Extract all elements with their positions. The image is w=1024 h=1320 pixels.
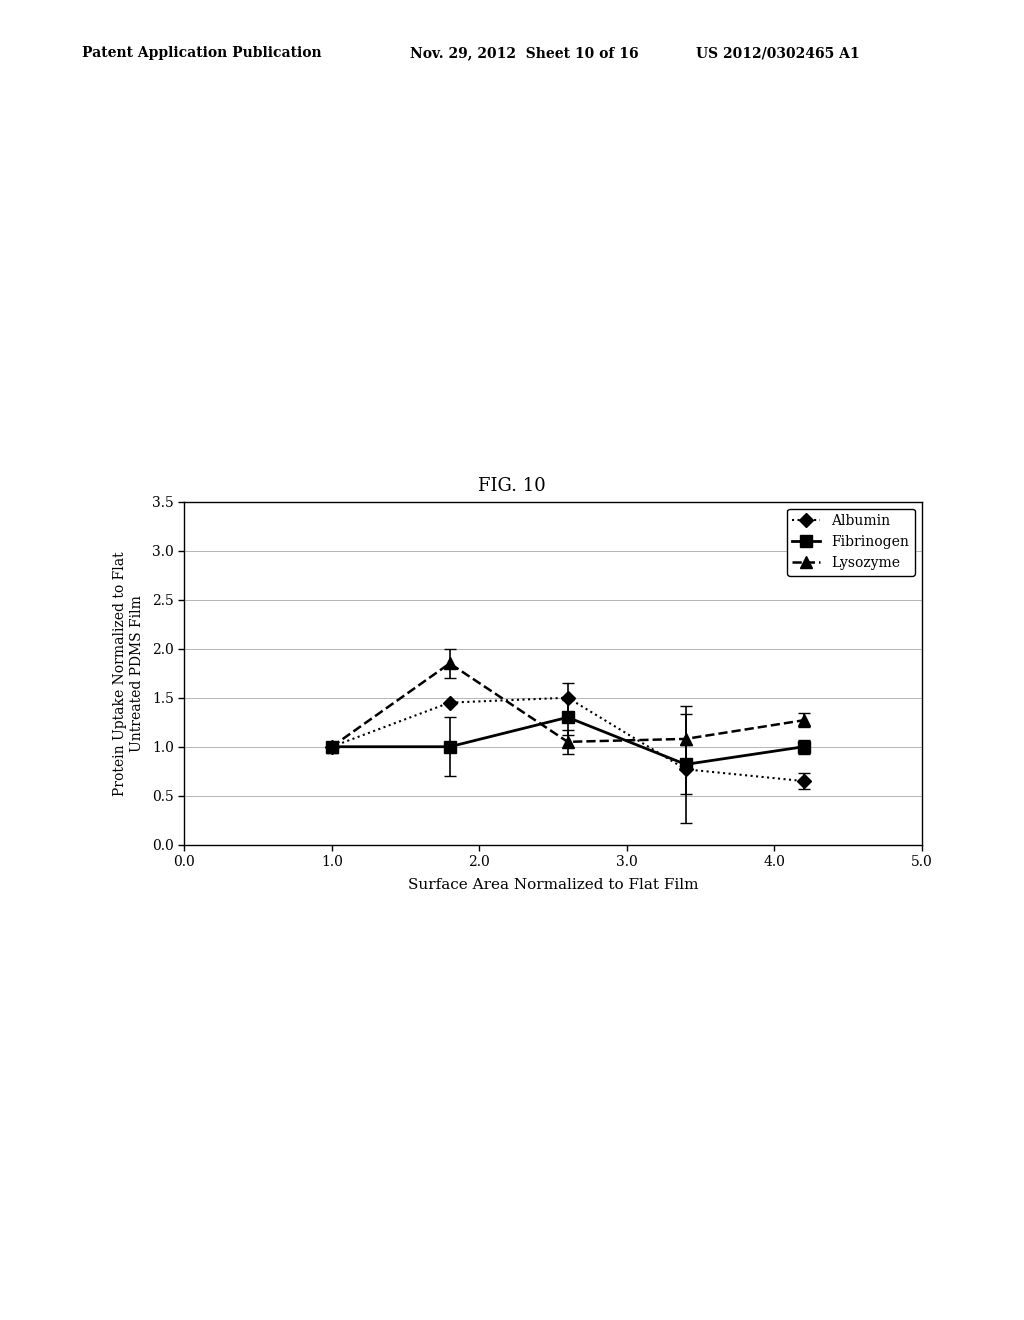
Text: Nov. 29, 2012  Sheet 10 of 16: Nov. 29, 2012 Sheet 10 of 16 bbox=[410, 46, 638, 61]
Text: FIG. 10: FIG. 10 bbox=[478, 477, 546, 495]
Text: Patent Application Publication: Patent Application Publication bbox=[82, 46, 322, 61]
Y-axis label: Protein Uptake Normalized to Flat
Untreated PDMS Film: Protein Uptake Normalized to Flat Untrea… bbox=[114, 550, 143, 796]
Text: US 2012/0302465 A1: US 2012/0302465 A1 bbox=[696, 46, 860, 61]
Legend: Albumin, Fibrinogen, Lysozyme: Albumin, Fibrinogen, Lysozyme bbox=[786, 508, 914, 576]
X-axis label: Surface Area Normalized to Flat Film: Surface Area Normalized to Flat Film bbox=[408, 878, 698, 891]
